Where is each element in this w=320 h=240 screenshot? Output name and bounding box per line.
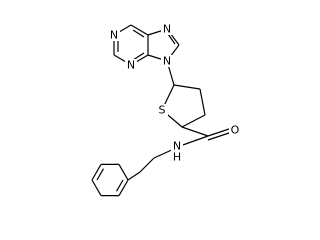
bond	[199, 88, 206, 116]
bond	[127, 171, 141, 181]
atom-labels: N N N N S O N H	[108, 23, 241, 164]
atom-label: S	[159, 104, 166, 117]
bond	[179, 135, 209, 147]
bond	[207, 127, 233, 137]
bond	[118, 179, 129, 196]
bond	[181, 126, 209, 137]
atom-label: H	[173, 151, 181, 164]
bond	[91, 179, 102, 196]
atom-label: N	[163, 55, 171, 68]
bond	[181, 114, 206, 128]
label-bg	[125, 59, 137, 71]
bond	[132, 52, 145, 61]
label-bg	[229, 124, 241, 136]
bond	[167, 33, 176, 45]
molecule-diagram: N N N N S O N H	[91, 23, 241, 197]
bond	[118, 164, 129, 181]
atom-label: N	[163, 23, 171, 36]
atom-label: N	[110, 29, 118, 42]
label-bg	[156, 104, 168, 116]
bond	[173, 84, 201, 90]
atom-label: N	[127, 59, 135, 72]
bond	[91, 164, 102, 181]
label-bg	[108, 29, 120, 41]
label-bg	[161, 55, 173, 67]
bond	[96, 168, 105, 181]
label-bg	[171, 140, 183, 162]
bond	[207, 131, 233, 141]
atom-label: O	[231, 124, 240, 137]
bond	[115, 179, 124, 192]
bond	[132, 29, 145, 38]
bond	[130, 24, 149, 36]
bond	[139, 157, 155, 173]
label-bg	[161, 23, 173, 35]
atom-label: N	[173, 140, 181, 153]
